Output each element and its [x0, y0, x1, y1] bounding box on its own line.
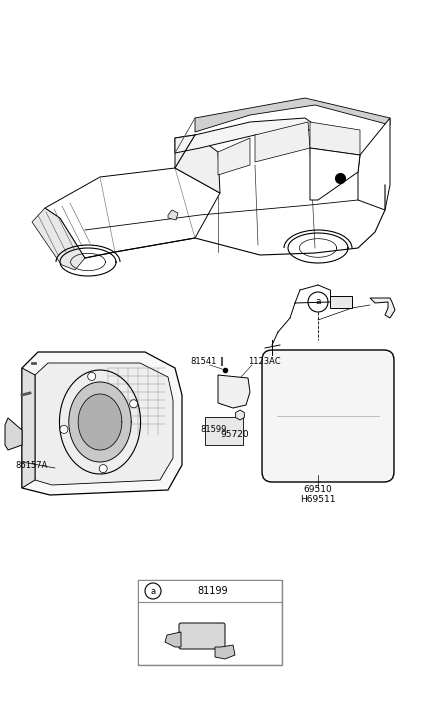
Polygon shape — [45, 168, 220, 258]
Text: 81541: 81541 — [190, 358, 216, 366]
Text: 1123AC: 1123AC — [248, 358, 281, 366]
Polygon shape — [370, 298, 395, 318]
Polygon shape — [218, 138, 250, 175]
Polygon shape — [175, 135, 220, 193]
Polygon shape — [22, 368, 35, 488]
Polygon shape — [168, 210, 178, 220]
Polygon shape — [358, 118, 390, 210]
Text: 69510: 69510 — [303, 486, 332, 494]
Circle shape — [60, 425, 68, 433]
Text: H69511: H69511 — [300, 496, 336, 505]
Polygon shape — [218, 375, 250, 408]
Polygon shape — [32, 208, 85, 270]
Text: a: a — [150, 587, 156, 595]
Polygon shape — [215, 645, 235, 659]
Text: 86157A: 86157A — [15, 460, 48, 470]
Polygon shape — [5, 418, 22, 450]
Bar — [139, 581, 281, 664]
Bar — [205, 417, 243, 445]
Bar — [330, 296, 352, 308]
Polygon shape — [195, 98, 390, 132]
Polygon shape — [310, 148, 360, 200]
FancyBboxPatch shape — [179, 623, 225, 649]
Circle shape — [88, 372, 96, 380]
Polygon shape — [22, 352, 182, 495]
Polygon shape — [175, 118, 315, 153]
Polygon shape — [165, 632, 181, 647]
Polygon shape — [69, 382, 131, 462]
Bar — [138, 580, 282, 665]
Text: a: a — [315, 297, 321, 307]
Text: 95720: 95720 — [220, 430, 249, 438]
Text: 81199: 81199 — [198, 586, 228, 596]
Circle shape — [129, 400, 138, 408]
Polygon shape — [35, 363, 173, 485]
Polygon shape — [78, 394, 122, 450]
Polygon shape — [255, 122, 310, 162]
Text: 81599: 81599 — [200, 425, 226, 435]
Polygon shape — [310, 122, 360, 155]
Circle shape — [99, 465, 107, 473]
FancyBboxPatch shape — [262, 350, 394, 482]
